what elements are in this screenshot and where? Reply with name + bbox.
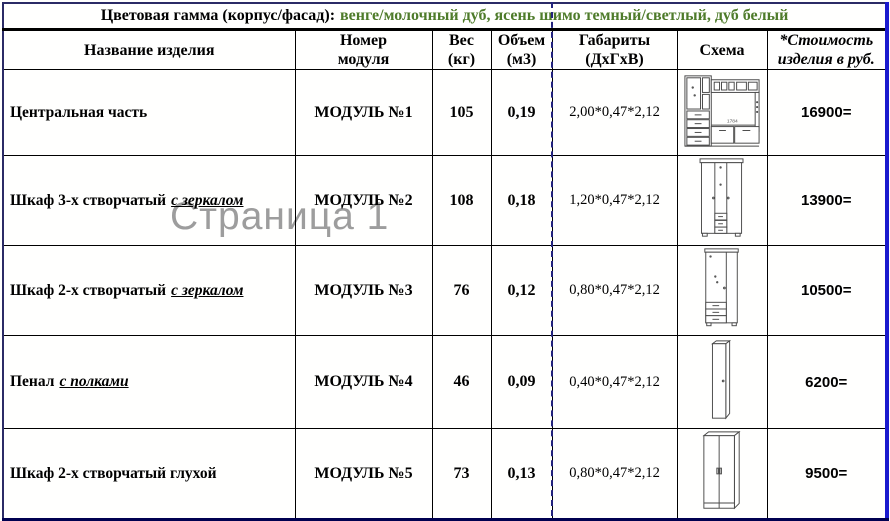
schema-cell bbox=[676, 335, 768, 430]
dimensions-cell: 0,40*0,47*2,12 bbox=[551, 335, 678, 430]
color-scheme-cell: Цветовая гамма (корпус/фасад): венге/моло… bbox=[2, 2, 888, 31]
price-cell: 10500= bbox=[766, 245, 888, 337]
product-name-cell: Шкаф 2-х створчатый глухой bbox=[2, 428, 296, 521]
volume-cell: 0,13 bbox=[490, 428, 553, 521]
price-cell: 6200= bbox=[766, 335, 888, 430]
weight-cell: 108 bbox=[431, 155, 492, 247]
schema-cell bbox=[676, 245, 768, 337]
module-number-cell: МОДУЛЬ №1 bbox=[294, 69, 433, 157]
dimensions-cell: 1,20*0,47*2,12 bbox=[551, 155, 678, 247]
schema-wardrobe-3-door-icon bbox=[699, 158, 744, 238]
col-header-name: Название изделия bbox=[2, 28, 296, 71]
schema-wardrobe-2-door-mirror-icon bbox=[704, 248, 739, 327]
schema-cell bbox=[676, 155, 768, 247]
col-header-schema: Схема bbox=[676, 28, 768, 71]
color-scheme-label: Цветовая гамма (корпус/фасад): bbox=[100, 7, 336, 24]
price-cell: 16900= bbox=[766, 69, 888, 157]
schema-wall-unit-icon: 1784 bbox=[684, 75, 760, 147]
schema-cell: 1784 bbox=[676, 69, 768, 157]
module-number-cell: МОДУЛЬ №5 bbox=[294, 428, 433, 521]
product-name-cell: Центральная часть bbox=[2, 69, 296, 157]
col-header-price: *Стоимость изделия в руб. bbox=[766, 28, 888, 71]
module-number-cell: МОДУЛЬ №2 bbox=[294, 155, 433, 247]
schema-single-door-cabinet-icon bbox=[711, 339, 732, 420]
col-header-weight: Вес (кг) bbox=[431, 28, 492, 71]
schema-cell bbox=[676, 428, 768, 521]
dimensions-cell: 2,00*0,47*2,12 bbox=[551, 69, 678, 157]
col-header-dims: Габариты (ДхГхВ) bbox=[551, 28, 678, 71]
volume-cell: 0,09 bbox=[490, 335, 553, 430]
color-scheme-value: венге/молочный дуб, ясень шимо темный/св… bbox=[340, 7, 789, 24]
weight-cell: 105 bbox=[431, 69, 492, 157]
product-row-module-3: Шкаф 2-х створчатый с зеркалом МОДУЛЬ №3 … bbox=[2, 245, 888, 337]
weight-cell: 73 bbox=[431, 428, 492, 521]
module-number-cell: МОДУЛЬ №4 bbox=[294, 335, 433, 430]
product-name-cell: Шкаф 2-х створчатый с зеркалом bbox=[2, 245, 296, 337]
product-row-module-4: Пенал с полками МОДУЛЬ №4 46 0,09 0,40*0,… bbox=[2, 335, 888, 430]
weight-cell: 46 bbox=[431, 335, 492, 430]
price-cell: 13900= bbox=[766, 155, 888, 247]
product-row-module-2: Шкаф 3-х створчатый с зеркалом МОДУЛЬ №2 … bbox=[2, 155, 888, 247]
schema-wardrobe-2-door-icon bbox=[702, 431, 741, 510]
price-cell: 9500= bbox=[766, 428, 888, 521]
product-row-module-5: Шкаф 2-х створчатый глухой МОДУЛЬ №5 73 … bbox=[2, 428, 888, 521]
col-header-module: Номер модуля bbox=[294, 28, 433, 71]
volume-cell: 0,18 bbox=[490, 155, 553, 247]
color-scheme-row: Цветовая гамма (корпус/фасад): венге/моло… bbox=[2, 2, 888, 31]
volume-cell: 0,12 bbox=[490, 245, 553, 337]
dimensions-cell: 0,80*0,47*2,12 bbox=[551, 245, 678, 337]
dimensions-cell: 0,80*0,47*2,12 bbox=[551, 428, 678, 521]
module-number-cell: МОДУЛЬ №3 bbox=[294, 245, 433, 337]
product-name-cell: Шкаф 3-х створчатый с зеркалом bbox=[2, 155, 296, 247]
col-header-volume: Объем (м3) bbox=[490, 28, 553, 71]
svg-text:1784: 1784 bbox=[727, 119, 738, 125]
product-row-module-1: Центральная часть МОДУЛЬ №1 105 0,19 2,0… bbox=[2, 69, 888, 157]
weight-cell: 76 bbox=[431, 245, 492, 337]
table-header-row: Название изделия Номер модуля Вес (кг) Объ… bbox=[2, 28, 888, 71]
volume-cell: 0,19 bbox=[490, 69, 553, 157]
product-name-cell: Пенал с полками bbox=[2, 335, 296, 430]
